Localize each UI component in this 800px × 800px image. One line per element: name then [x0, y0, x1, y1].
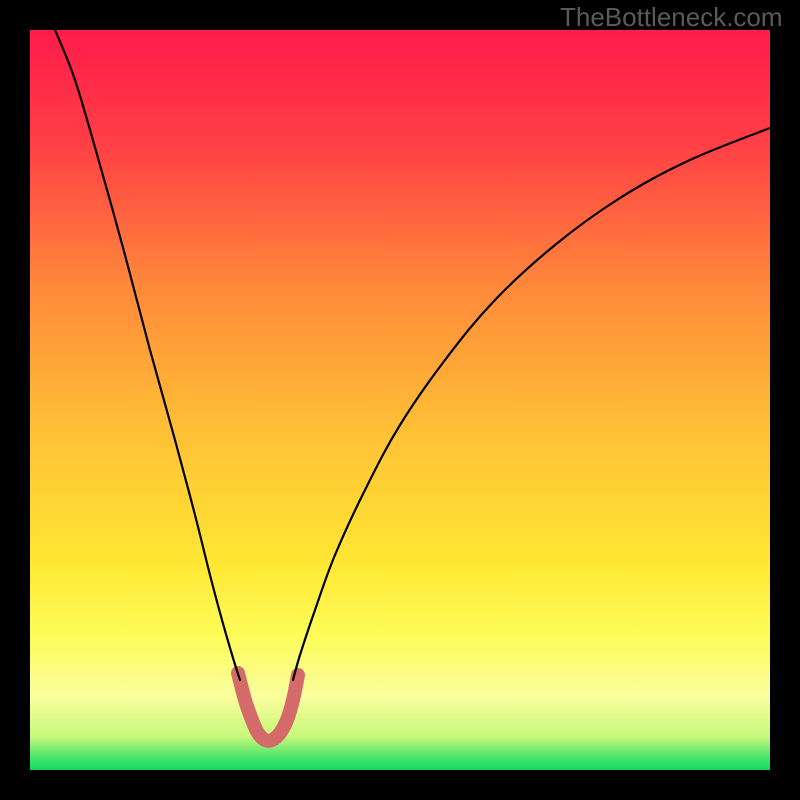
watermark-text: TheBottleneck.com [560, 2, 783, 33]
plot-area [30, 30, 770, 770]
bottleneck-chart [0, 0, 800, 800]
chart-stage: TheBottleneck.com [0, 0, 800, 800]
